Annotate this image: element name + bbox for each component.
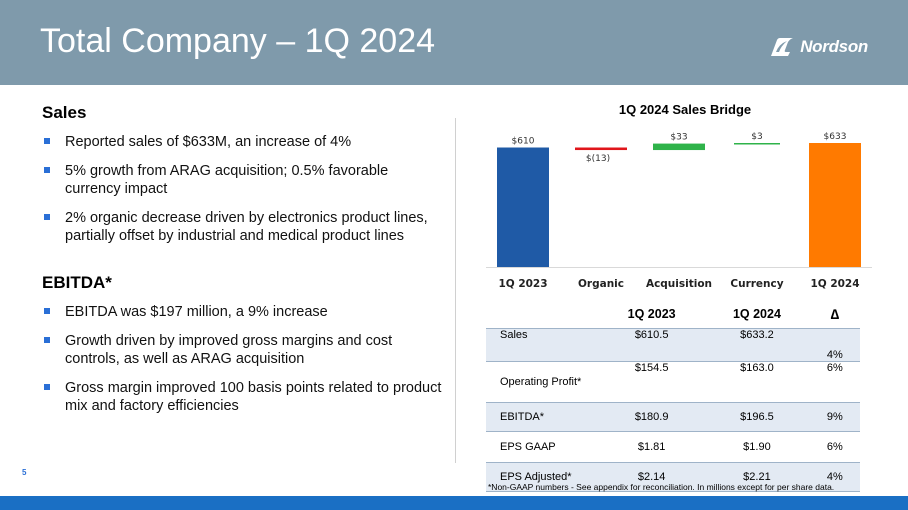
cell-1q2023: $154.5 xyxy=(634,362,669,374)
nordson-logo-icon xyxy=(771,38,794,56)
list-item: Reported sales of $633M, an increase of … xyxy=(42,133,442,151)
row-label: EPS Adjusted* xyxy=(486,462,599,492)
row-label: Sales xyxy=(486,328,599,362)
cell-1q2024: $196.5 xyxy=(704,402,810,432)
cell-delta: 6% xyxy=(826,362,843,374)
summary-text: Sales Reported sales of $633M, an increa… xyxy=(42,103,442,426)
table-header-row: 1Q 2023 1Q 2024 ∆ xyxy=(486,300,860,329)
row-label: EBITDA* xyxy=(486,402,599,432)
page-title: Total Company – 1Q 2024 xyxy=(40,22,436,60)
header-bar: Total Company – 1Q 2024 Nordson xyxy=(0,0,908,85)
bullet-square-icon xyxy=(44,384,50,390)
bar-acquisition xyxy=(653,143,705,151)
bar-1q-2024 xyxy=(809,143,861,267)
row-label: EPS GAAP xyxy=(500,441,556,453)
cell-1q2023: $610.5 xyxy=(599,328,705,362)
table-row: EPS GAAP $1.81 $1.90 6% xyxy=(486,431,860,463)
table-row: Sales $610.5 $633.2 4% xyxy=(486,328,860,362)
table-row: Operating Profit* $154.5 $163.0 6% xyxy=(486,361,860,403)
cell-delta: 9% xyxy=(809,402,860,432)
tick-label: 1Q 2023 xyxy=(498,278,547,290)
tick-label: Organic xyxy=(578,278,624,290)
data-label: $3 xyxy=(751,132,762,142)
footnote: *Non-GAAP numbers - See appendix for rec… xyxy=(488,482,835,492)
bullet-square-icon xyxy=(44,214,50,220)
cell-1q2024: $1.90 xyxy=(743,441,771,453)
chart-title: 1Q 2024 Sales Bridge xyxy=(618,102,752,117)
page-number: 5 xyxy=(22,468,27,477)
metrics-table-container: 1Q 2023 1Q 2024 ∆ Sales $610.5 $633.2 4%… xyxy=(486,300,860,492)
cell-1q2024: $2.21 xyxy=(704,462,810,492)
bullet-square-icon xyxy=(44,337,50,343)
logo-text: Nordson xyxy=(800,37,868,56)
list-item: Growth driven by improved gross margins … xyxy=(42,332,442,368)
list-item: 5% growth from ARAG acquisition; 0.5% fa… xyxy=(42,162,442,198)
data-label: $633 xyxy=(824,132,847,142)
data-label: $610 xyxy=(512,137,535,147)
bar-currency xyxy=(734,143,780,145)
metrics-table: 1Q 2023 1Q 2024 ∆ Sales $610.5 $633.2 4%… xyxy=(486,300,860,492)
column-header-label xyxy=(486,300,599,329)
column-divider xyxy=(455,118,456,463)
tick-label: Currency xyxy=(730,278,783,290)
cell-1q2024: $163.0 xyxy=(740,362,774,374)
ebitda-heading: EBITDA* xyxy=(42,273,112,292)
sales-bridge-chart: $610 1Q 2023 $(13) Organic $33 Acquisition $3 C… xyxy=(486,132,872,290)
cell-1q2024: $633.2 xyxy=(704,328,810,362)
tick-label: 1Q 2024 xyxy=(810,278,859,290)
bullet-square-icon xyxy=(44,308,50,314)
table-row: EBITDA* $180.9 $196.5 9% xyxy=(486,402,860,432)
bullet-square-icon xyxy=(44,167,50,173)
column-header-1q2024: 1Q 2024 xyxy=(732,307,781,321)
tick-label: Acquisition xyxy=(646,278,712,290)
sales-bullets: Reported sales of $633M, an increase of … xyxy=(42,133,442,245)
list-item: EBITDA was $197 million, a 9% increase xyxy=(42,303,442,321)
data-label: $33 xyxy=(670,133,687,143)
list-item: Gross margin improved 100 basis points r… xyxy=(42,379,442,415)
column-header-delta: ∆ xyxy=(830,306,840,322)
sales-heading: Sales xyxy=(42,103,87,122)
bar-organic xyxy=(575,147,627,151)
list-item: 2% organic decrease driven by electronic… xyxy=(42,209,442,245)
table-row: EPS Adjusted* $2.14 $2.21 4% xyxy=(486,462,860,492)
cell-delta: 4% xyxy=(809,462,860,492)
footer-bar xyxy=(0,496,908,510)
cell-delta: 6% xyxy=(826,441,843,453)
bullet-square-icon xyxy=(44,138,50,144)
column-header-1q2023: 1Q 2023 xyxy=(627,307,676,321)
data-label: $(13) xyxy=(586,154,610,164)
nordson-logo: Nordson xyxy=(768,33,868,61)
row-label: Operating Profit* xyxy=(500,376,582,388)
cell-delta: 4% xyxy=(809,328,860,362)
bar-1q-2023 xyxy=(497,147,549,267)
ebitda-bullets: EBITDA was $197 million, a 9% increase G… xyxy=(42,303,442,415)
cell-1q2023: $180.9 xyxy=(599,402,705,432)
cell-1q2023: $2.14 xyxy=(599,462,705,492)
cell-1q2023: $1.81 xyxy=(637,441,666,453)
